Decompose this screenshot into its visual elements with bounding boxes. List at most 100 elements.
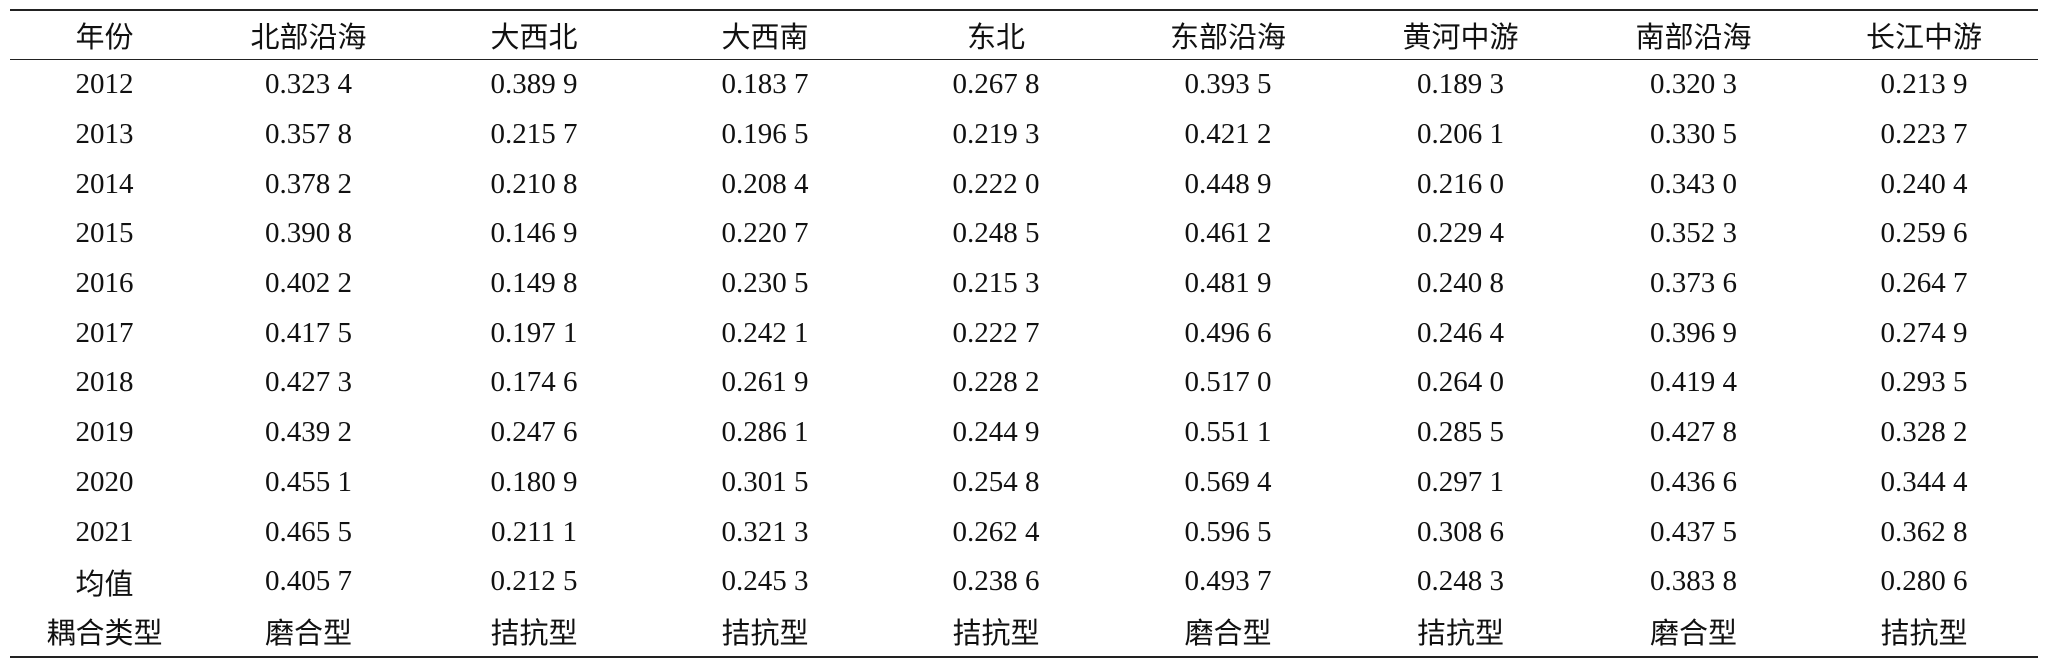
cell: 0.427 3	[265, 366, 352, 399]
cell: 0.493 7	[1184, 565, 1272, 598]
cell: 0.596 5	[1184, 515, 1272, 548]
cell: 0.196 5	[721, 118, 809, 151]
cell: 0.297 1	[1417, 465, 1504, 498]
cell: 磨合型	[1649, 618, 1737, 651]
header-row: 年份 北部沿海 大西北 大西南 东北 东部沿海 黄河中游 南部沿海 长江中游	[10, 10, 2038, 60]
cell: 0.373 6	[1650, 267, 1737, 300]
cell: 0.301 5	[721, 465, 809, 498]
header-cell: 黄河中游	[1402, 22, 1519, 54]
table-body: 2012 0.323 4 0.389 9 0.183 7 0.267 8 0.393 5 0…	[10, 60, 2038, 658]
cell: 0.362 8	[1880, 515, 1968, 548]
cell: 0.405 7	[265, 565, 352, 598]
cell: 0.328 2	[1880, 416, 1968, 449]
cell: 磨合型	[264, 618, 352, 651]
cell: 0.246 4	[1417, 316, 1504, 349]
cell: 0.229 4	[1417, 217, 1504, 250]
cell: 0.396 9	[1650, 316, 1737, 349]
row-label: 2014	[75, 167, 134, 200]
cell: 0.261 9	[721, 366, 809, 399]
cell: 0.285 5	[1417, 416, 1504, 449]
cell: 0.174 6	[490, 366, 578, 399]
cell: 0.517 0	[1184, 366, 1272, 399]
cell: 0.189 3	[1417, 68, 1504, 101]
cell: 0.481 9	[1184, 267, 1272, 300]
cell: 0.262 4	[952, 515, 1040, 548]
cell: 0.417 5	[265, 316, 352, 349]
cell: 0.210 8	[490, 167, 578, 200]
cell: 0.421 2	[1184, 118, 1272, 151]
row-label: 2021	[75, 515, 134, 548]
header-cell: 北部沿海	[250, 22, 367, 54]
cell: 0.274 9	[1880, 316, 1968, 349]
cell: 0.212 5	[490, 565, 578, 598]
row-label: 2015	[75, 217, 134, 250]
row-label: 2018	[75, 366, 134, 399]
cell: 0.383 8	[1650, 565, 1737, 598]
row-label: 2016	[75, 267, 134, 300]
cell: 0.419 4	[1650, 366, 1737, 399]
header-cell: 东部沿海	[1169, 22, 1286, 54]
cell: 0.465 5	[265, 515, 352, 548]
cell: 0.254 8	[952, 465, 1040, 498]
cell: 0.248 3	[1417, 565, 1504, 598]
cell: 0.343 0	[1650, 167, 1737, 200]
cell: 0.247 6	[490, 416, 578, 449]
cell: 0.402 2	[265, 267, 352, 300]
header-cell: 大西北	[490, 22, 578, 54]
row-label: 均值	[75, 568, 134, 601]
table-row: 均值 0.405 7 0.212 5 0.245 3 0.238 6 0.493 7 0.2…	[10, 557, 2038, 607]
cell: 0.223 7	[1880, 118, 1968, 151]
cell: 0.242 1	[721, 316, 809, 349]
cell: 拮抗型	[1880, 618, 1968, 651]
cell: 0.264 7	[1880, 267, 1968, 300]
cell: 拮抗型	[1416, 618, 1504, 651]
cell: 0.330 5	[1650, 118, 1737, 151]
row-label: 2012	[75, 68, 134, 101]
cell: 0.211 1	[491, 515, 577, 548]
cell: 0.280 6	[1880, 565, 1968, 598]
table-row: 2019 0.439 2 0.247 6 0.286 1 0.244 9 0.551 1 0…	[10, 408, 2038, 458]
data-table: 年份 北部沿海 大西北 大西南 东北 东部沿海 黄河中游 南部沿海 长江中游 2012 0.323…	[10, 9, 2038, 658]
cell: 0.180 9	[490, 465, 578, 498]
cell: 0.197 1	[490, 316, 578, 349]
row-label: 耦合类型	[46, 618, 163, 651]
table-header: 年份 北部沿海 大西北 大西南 东北 东部沿海 黄河中游 南部沿海 长江中游	[10, 10, 2038, 60]
cell: 0.378 2	[265, 167, 352, 200]
cell: 0.320 3	[1650, 68, 1737, 101]
header-cell: 大西南	[721, 22, 809, 54]
table-row: 耦合类型 磨合型 拮抗型 拮抗型 拮抗型 磨合型 拮抗型 磨合型 拮抗型	[10, 607, 2038, 658]
table-row: 2021 0.465 5 0.211 1 0.321 3 0.262 4 0.596 5 0…	[10, 507, 2038, 557]
cell: 0.259 6	[1880, 217, 1968, 250]
cell: 0.437 5	[1650, 515, 1737, 548]
cell: 0.389 9	[490, 68, 578, 101]
cell: 0.240 4	[1880, 167, 1968, 200]
cell: 0.461 2	[1184, 217, 1272, 250]
cell: 0.248 5	[952, 217, 1040, 250]
cell: 0.215 7	[490, 118, 578, 151]
cell: 拮抗型	[721, 618, 809, 651]
cell: 拮抗型	[490, 618, 578, 651]
cell: 0.238 6	[952, 565, 1040, 598]
cell: 0.219 3	[952, 118, 1040, 151]
cell: 0.208 4	[721, 167, 809, 200]
cell: 0.455 1	[265, 465, 352, 498]
header-cell: 年份	[75, 22, 134, 54]
cell: 0.293 5	[1880, 366, 1968, 399]
cell: 0.183 7	[721, 68, 809, 101]
table-row: 2014 0.378 2 0.210 8 0.208 4 0.222 0 0.448 9 0…	[10, 159, 2038, 209]
cell: 0.206 1	[1417, 118, 1504, 151]
cell: 0.245 3	[721, 565, 809, 598]
table-row: 2012 0.323 4 0.389 9 0.183 7 0.267 8 0.393 5 0…	[10, 60, 2038, 110]
cell: 0.390 8	[265, 217, 352, 250]
cell: 0.216 0	[1417, 167, 1504, 200]
row-label: 2019	[75, 416, 134, 449]
row-label: 2013	[75, 118, 134, 151]
row-label: 2020	[75, 465, 134, 498]
cell: 0.439 2	[265, 416, 352, 449]
cell: 0.149 8	[490, 267, 578, 300]
cell: 0.393 5	[1184, 68, 1272, 101]
cell: 0.308 6	[1417, 515, 1504, 548]
cell: 0.228 2	[952, 366, 1040, 399]
cell: 0.569 4	[1184, 465, 1272, 498]
